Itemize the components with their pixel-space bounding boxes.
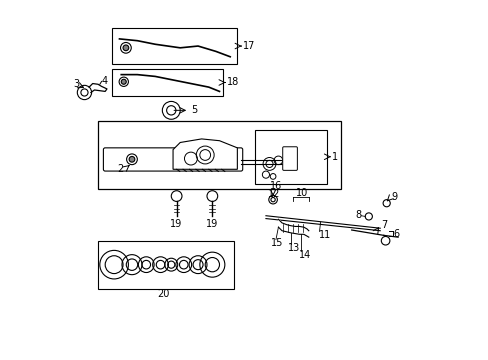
Text: 5: 5: [190, 105, 197, 115]
Text: 1: 1: [331, 152, 338, 162]
Bar: [112, 28, 237, 64]
Circle shape: [121, 79, 126, 84]
Text: 20: 20: [157, 289, 169, 298]
Text: 8: 8: [354, 210, 361, 220]
Text: 19: 19: [170, 219, 182, 229]
Bar: [255, 130, 326, 184]
Bar: [98, 241, 233, 289]
FancyBboxPatch shape: [282, 147, 297, 170]
Text: 19: 19: [205, 219, 218, 229]
FancyBboxPatch shape: [103, 148, 242, 171]
Text: 10: 10: [296, 188, 308, 198]
Text: 13: 13: [287, 243, 300, 253]
Text: 6: 6: [393, 229, 399, 239]
Text: 7: 7: [380, 220, 386, 230]
Text: 11: 11: [318, 230, 330, 240]
Text: 14: 14: [298, 250, 310, 260]
Text: 9: 9: [390, 192, 396, 202]
Polygon shape: [173, 139, 237, 169]
Bar: [112, 69, 223, 96]
Bar: [98, 121, 340, 189]
Text: 17: 17: [242, 41, 255, 51]
Text: 16: 16: [270, 181, 282, 192]
Text: 15: 15: [270, 238, 283, 248]
Circle shape: [123, 45, 128, 51]
Text: 4: 4: [102, 76, 107, 86]
Text: 3: 3: [73, 79, 79, 89]
Circle shape: [129, 157, 135, 162]
Text: 2: 2: [118, 164, 123, 174]
Text: 18: 18: [226, 77, 239, 87]
Text: 12: 12: [267, 189, 280, 199]
